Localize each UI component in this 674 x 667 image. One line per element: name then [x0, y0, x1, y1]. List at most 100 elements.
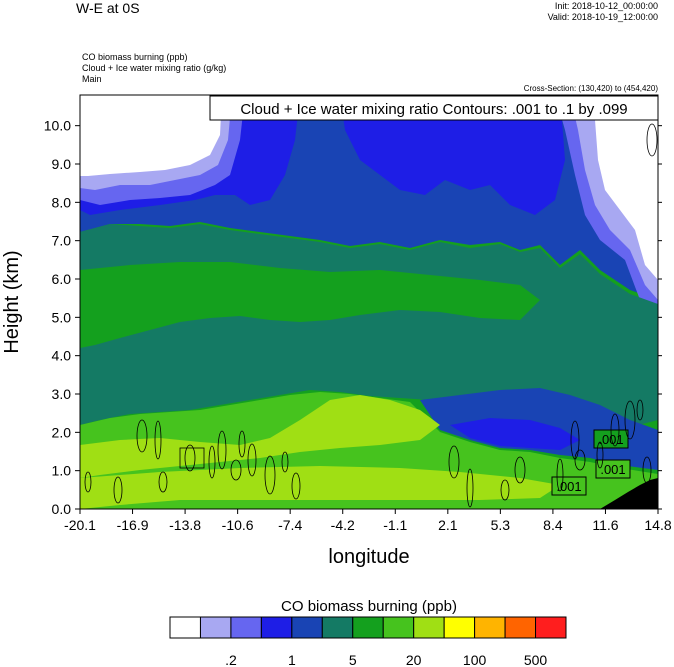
x-axis-title: longitude [328, 546, 409, 568]
field-yellow-green [80, 395, 440, 478]
plot-title: W-E at 0S [76, 0, 140, 16]
cloud-contour-box [179, 447, 205, 469]
cloud-contour [466, 468, 474, 508]
colorbar-title: CO biomass burning (ppb) [281, 598, 457, 615]
colorbar-labels: .2 1 5 20 100 500 [225, 652, 547, 667]
y-tick-label: 9.0 [52, 156, 72, 172]
cloud-contour [281, 451, 289, 473]
cloud-contour [291, 472, 301, 500]
field-low-bright-blue [450, 418, 580, 450]
field-label-co: CO biomass burning (ppb) [82, 52, 188, 62]
colorbar-label: 1 [288, 652, 296, 667]
cloud-contour [514, 456, 526, 484]
y-tick-label: 10.0 [44, 118, 71, 134]
cloud-contour [217, 430, 227, 470]
svg-text:.001: .001 [600, 462, 625, 477]
cloud-contour [636, 399, 644, 421]
cloud-contour [230, 459, 242, 481]
colorbar-label: .2 [225, 652, 237, 667]
y-tick-label: 5.0 [52, 309, 72, 325]
colorbar-swatch [352, 616, 384, 639]
field-white-left [80, 95, 222, 176]
cross-section-label: Cross-Section: (130,420) to (454,420) [523, 84, 658, 93]
colorbar-swatch [260, 616, 293, 639]
x-tick-label: -10.6 [222, 517, 254, 533]
y-tick-label: 3.0 [52, 386, 72, 402]
x-tick-label: -4.2 [331, 517, 355, 533]
field-blue-patch-right [340, 95, 565, 215]
y-tick-label: 4.0 [52, 348, 72, 364]
field-label-main: Main [82, 74, 102, 84]
x-tick-label: -7.4 [278, 517, 302, 533]
contour-label-2: .001 [595, 459, 631, 479]
x-axis: -20.1 -16.9 -13.8 -10.6 -7.4 -4.2 -1.1 2.1 5.3 8.… [64, 509, 672, 533]
cloud-contour [646, 123, 658, 157]
cloud-contour [596, 441, 604, 469]
field-right-white [585, 95, 658, 280]
cloud-contour [500, 479, 510, 501]
colorbar-swatch [199, 616, 232, 639]
cloud-contours [84, 123, 658, 508]
terrain [600, 478, 658, 509]
y-tick-label: 2.0 [52, 424, 72, 440]
valid-time: Valid: 2018-10-19_12:00:00 [547, 12, 658, 22]
plot-frame [79, 94, 659, 510]
x-tick-label: 5.3 [491, 517, 511, 533]
cloud-contour [642, 456, 652, 484]
colorbar-swatch [230, 616, 262, 639]
x-tick-label: 14.8 [644, 517, 671, 533]
contour-info-box [209, 95, 659, 121]
colorbar-swatch [504, 616, 537, 639]
colorbar-swatch [443, 616, 476, 639]
colorbar-label: 5 [349, 652, 357, 667]
x-tick-label: -20.1 [64, 517, 96, 533]
cloud-contour [448, 445, 460, 479]
cloud-contour [158, 471, 168, 493]
colorbar-swatch [474, 616, 506, 639]
cloud-contour [624, 400, 636, 440]
colorbar-swatch [321, 616, 354, 639]
cloud-contour [556, 458, 564, 492]
field-label-cloud: Cloud + Ice water mixing ratio (g/kg) [82, 63, 227, 73]
colorbar-swatch [382, 616, 415, 639]
heatmap-field [80, 95, 658, 509]
field-mid-green [80, 262, 540, 348]
cloud-contour [247, 443, 257, 477]
y-axis: 0.0 1.0 2.0 3.0 4.0 5.0 6.0 7.0 8.0 9.0 10.0 [44, 118, 662, 517]
cloud-contour [184, 444, 196, 472]
x-tick-label: -16.9 [117, 517, 149, 533]
cloud-contour [264, 455, 276, 495]
cloud-contour [610, 413, 620, 447]
colorbar-swatch [169, 616, 201, 639]
x-tick-label: -13.8 [169, 517, 201, 533]
x-tick-label: 2.1 [438, 517, 458, 533]
cloud-contour [154, 420, 162, 460]
x-tick-label: 8.4 [543, 517, 563, 533]
cloud-contour [208, 445, 216, 479]
y-tick-label: 7.0 [52, 233, 72, 249]
cloud-contour [136, 419, 148, 453]
contour-info-text: Cloud + Ice water mixing ratio Contours:… [240, 101, 627, 118]
y-tick-label: 8.0 [52, 194, 72, 210]
x-tick-label: -1.1 [383, 517, 407, 533]
cloud-contour [84, 471, 92, 493]
colorbar-label: 20 [406, 652, 422, 667]
colorbar [169, 616, 567, 639]
contour-label-1: .001 [593, 429, 629, 449]
cloud-contour [113, 476, 123, 504]
x-tick-label: 11.6 [592, 517, 618, 533]
colorbar-swatch [535, 616, 567, 639]
y-axis-title: Height (km) [1, 250, 23, 353]
y-tick-label: 1.0 [52, 463, 72, 479]
field-yellow-green-low [80, 466, 560, 509]
colorbar-swatch [291, 616, 323, 639]
y-tick-label: 6.0 [52, 271, 72, 287]
colorbar-label: 500 [524, 652, 548, 667]
y-tick-label: 0.0 [52, 501, 72, 517]
colorbar-label: 100 [463, 652, 487, 667]
colorbar-swatch [413, 616, 445, 639]
cloud-contour [238, 430, 246, 458]
svg-text:.001: .001 [556, 479, 581, 494]
cloud-contour [574, 449, 586, 471]
